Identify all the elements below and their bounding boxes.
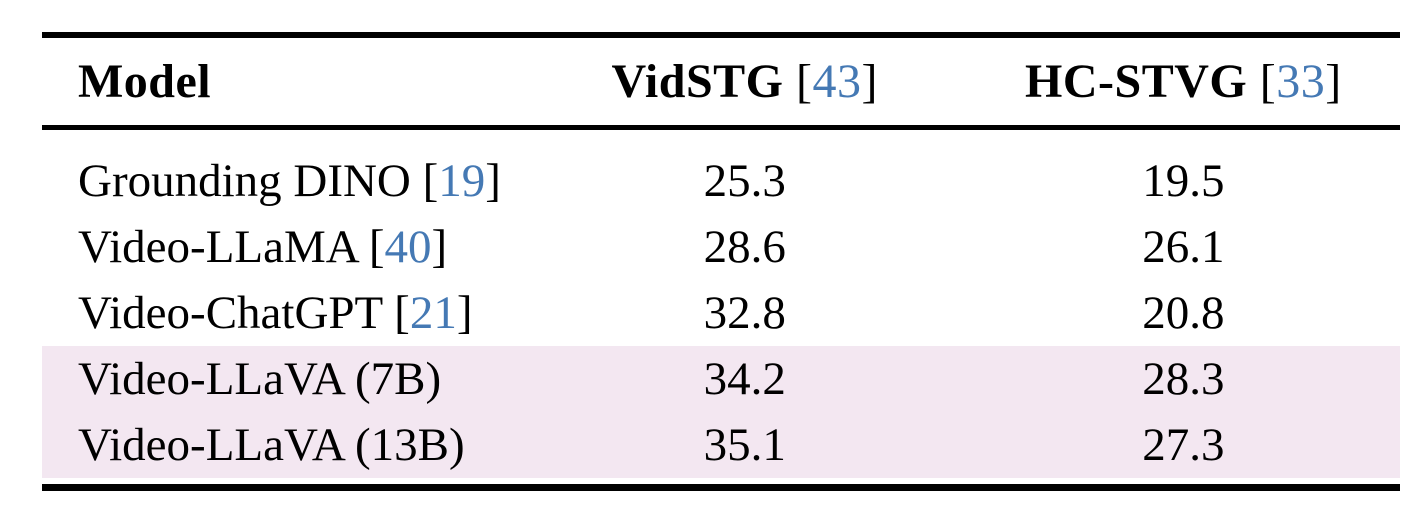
citation-bracket: [ xyxy=(783,55,813,108)
model-name: Video-ChatGPT xyxy=(78,287,383,339)
vidstg-score: 32.8 xyxy=(703,287,786,339)
model-name-cell: Video-ChatGPT [21] xyxy=(42,280,523,346)
table-row-video-chatgpt: Video-ChatGPT [21] 32.8 20.8 xyxy=(42,280,1400,346)
col-header-hcstvg-label: HC-STVG xyxy=(1025,55,1248,108)
table-row-video-llava-13b: Video-LLaVA (13B) 35.1 27.3 xyxy=(42,412,1400,478)
model-name: Video-LLaMA xyxy=(78,221,358,273)
table-header: Model VidSTG [43] HC-STVG [33] xyxy=(42,38,1400,128)
citation-link[interactable]: 19 xyxy=(438,155,486,207)
citation-link[interactable]: 43 xyxy=(812,55,862,108)
results-table: Model VidSTG [43] HC-STVG [33] Grounding… xyxy=(42,38,1400,478)
spacer-row xyxy=(42,128,1400,149)
citation-link[interactable]: 33 xyxy=(1276,55,1326,108)
table-body: Grounding DINO [19] 25.3 19.5 Video-LLaM… xyxy=(42,128,1400,478)
col-header-hcstvg: HC-STVG [33] xyxy=(967,38,1400,128)
citation-bracket: [ xyxy=(357,221,385,273)
col-header-model: Model xyxy=(42,38,523,128)
citation-bracket: [ xyxy=(1247,55,1277,108)
hcstvg-score: 26.1 xyxy=(1142,221,1225,273)
citation-bracket: ] xyxy=(861,55,878,108)
model-name: Video-LLaVA (7B) xyxy=(78,353,442,405)
citation-bracket: ] xyxy=(485,155,501,207)
vidstg-score: 34.2 xyxy=(703,353,786,405)
citation-bracket: ] xyxy=(456,287,473,339)
model-name-cell: Grounding DINO [19] xyxy=(42,148,523,214)
vidstg-score: 28.6 xyxy=(703,221,786,273)
vidstg-score: 25.3 xyxy=(703,155,786,207)
hcstvg-score: 28.3 xyxy=(1142,353,1225,405)
citation-bracket: [ xyxy=(410,155,439,207)
vidstg-score: 35.1 xyxy=(703,419,786,471)
table-row-video-llama: Video-LLaMA [40] 28.6 26.1 xyxy=(42,214,1400,280)
table-row-grounding-dino: Grounding DINO [19] 25.3 19.5 xyxy=(42,148,1400,214)
model-name: Video-LLaVA (13B) xyxy=(78,419,465,471)
hcstvg-score: 19.5 xyxy=(1142,155,1225,207)
model-name-cell: Video-LLaMA [40] xyxy=(42,214,523,280)
col-header-vidstg: VidSTG [43] xyxy=(523,38,967,128)
header-row: Model VidSTG [43] HC-STVG [33] xyxy=(42,38,1400,128)
citation-link[interactable]: 21 xyxy=(409,287,457,339)
citation-bracket: ] xyxy=(431,221,448,273)
col-header-vidstg-label: VidSTG xyxy=(611,55,784,108)
col-header-model-label: Model xyxy=(78,55,212,108)
model-name-cell: Video-LLaVA (7B) xyxy=(42,346,523,412)
model-name-cell: Video-LLaVA (13B) xyxy=(42,412,523,478)
hcstvg-score: 20.8 xyxy=(1142,287,1225,339)
citation-link[interactable]: 40 xyxy=(384,221,432,273)
hcstvg-score: 27.3 xyxy=(1142,419,1225,471)
model-name: Grounding DINO xyxy=(78,155,411,207)
citation-bracket: ] xyxy=(1325,55,1342,108)
citation-bracket: [ xyxy=(382,287,410,339)
table-row-video-llava-7b: Video-LLaVA (7B) 34.2 28.3 xyxy=(42,346,1400,412)
results-table-wrapper: Model VidSTG [43] HC-STVG [33] Grounding… xyxy=(42,32,1400,491)
